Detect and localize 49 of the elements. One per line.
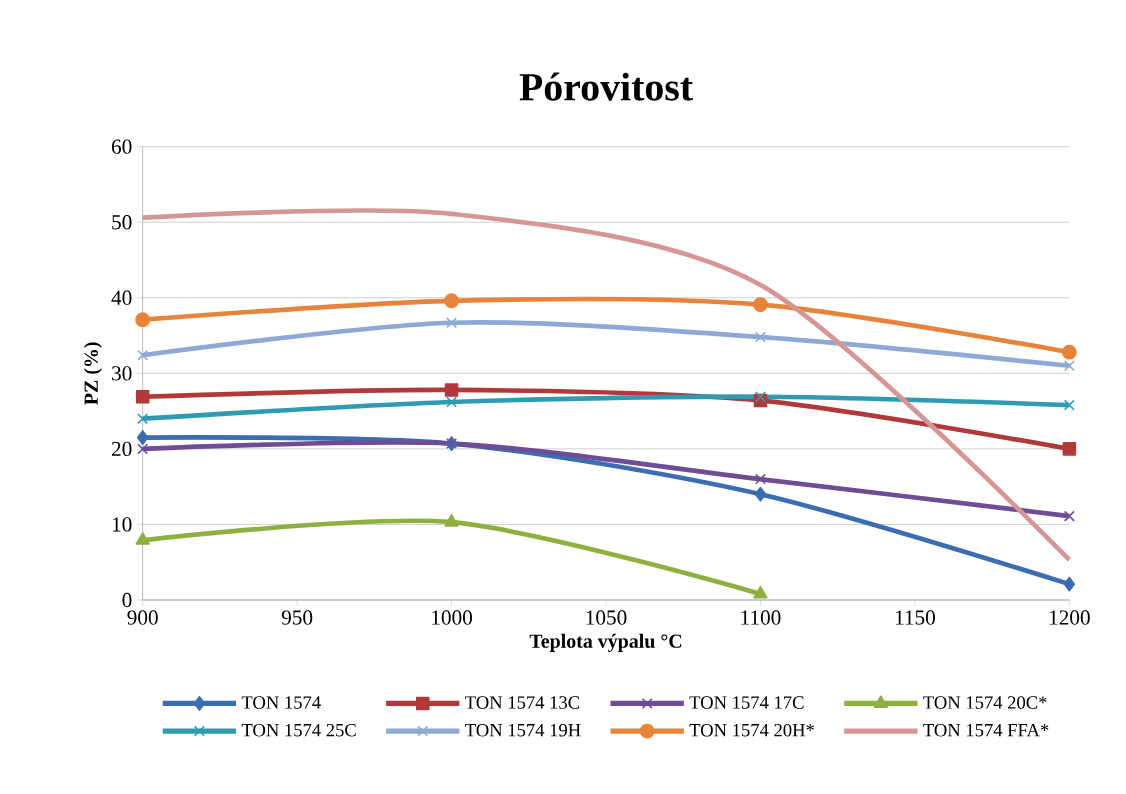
- point: [444, 514, 459, 527]
- point: [135, 532, 150, 545]
- point: [753, 585, 768, 599]
- point: [754, 473, 766, 485]
- x-tick-label: 950: [281, 610, 313, 625]
- legend-label: TON 1574 20H*: [689, 723, 814, 737]
- y-tick-label: 10: [112, 517, 132, 532]
- point: [444, 293, 459, 309]
- x-tick-label: 1150: [895, 610, 935, 625]
- point: [137, 413, 149, 425]
- point: [1061, 344, 1077, 360]
- point: [135, 389, 150, 404]
- legend-label: TON 1574 19H: [465, 723, 581, 737]
- point: [754, 486, 767, 502]
- legend-label: TON 1574 25C: [241, 723, 356, 737]
- y-tick-label: 0: [122, 592, 132, 608]
- point: [137, 443, 149, 455]
- point: [1063, 360, 1075, 372]
- legend-label: TON 1574 17C: [689, 696, 804, 709]
- point: [444, 383, 459, 397]
- point: [1063, 576, 1076, 592]
- x-tick-label: 900: [127, 610, 158, 625]
- x-axis-title: Teplota výpalu °C: [529, 633, 682, 652]
- point: [446, 317, 458, 329]
- point: [136, 430, 149, 445]
- y-tick-label: 60: [111, 139, 132, 154]
- y-tick-label: 20: [111, 441, 132, 457]
- x-tick-label: 1050: [586, 610, 627, 625]
- y-axis-title: PZ (%): [83, 342, 102, 405]
- y-tick-label: 30: [112, 366, 132, 381]
- point: [446, 396, 458, 408]
- x-tick-label: 1000: [432, 610, 472, 625]
- x-tick-label: 1200: [1049, 610, 1090, 625]
- y-tick-label: 40: [111, 290, 132, 305]
- point: [1062, 442, 1077, 456]
- point: [135, 312, 151, 328]
- point: [753, 297, 768, 313]
- legend-label: TON 1574 20C*: [923, 696, 1047, 709]
- legend-label: TON 1574 13C: [465, 696, 580, 709]
- point: [754, 331, 766, 343]
- y-tick-label: 50: [112, 215, 132, 230]
- x-tick-label: 1100: [741, 610, 781, 625]
- point: [1063, 399, 1075, 411]
- point: [137, 349, 149, 361]
- legend-label: TON 1574: [241, 696, 321, 709]
- chart-title: Pórovitost: [519, 72, 693, 101]
- point: [1063, 510, 1075, 522]
- legend-label: TON 1574 FFA*: [923, 723, 1049, 737]
- point: [754, 391, 766, 403]
